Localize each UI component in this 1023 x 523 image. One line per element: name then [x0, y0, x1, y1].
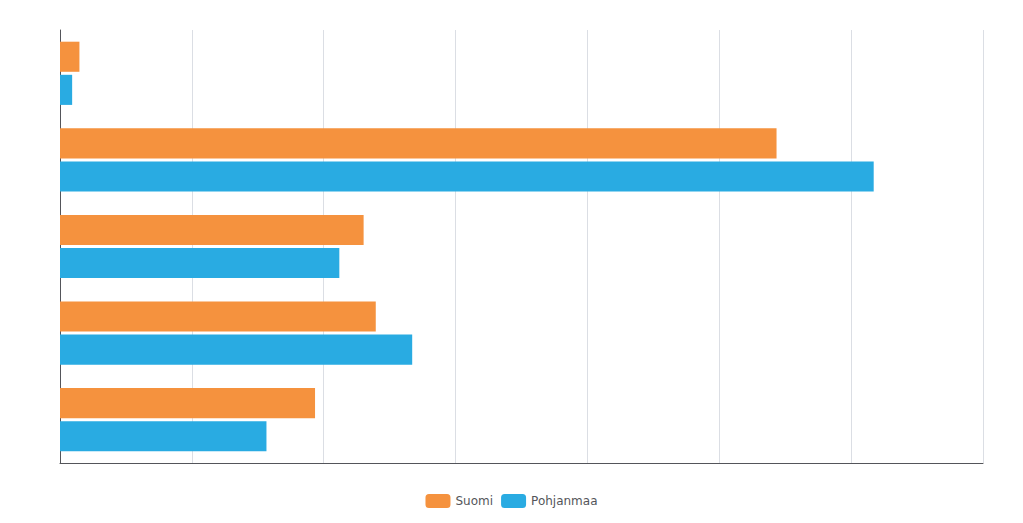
svg-text:Pohjanmaa: Pohjanmaa	[531, 494, 597, 508]
svg-text:Suomi: Suomi	[455, 494, 493, 508]
